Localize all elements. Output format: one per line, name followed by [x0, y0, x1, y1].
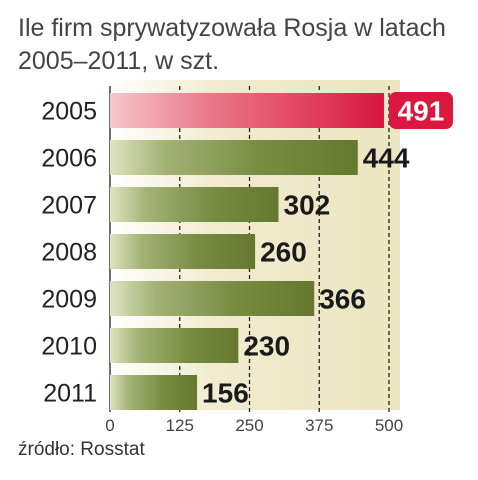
- bar-2011: [110, 375, 198, 410]
- bar-2008: [110, 234, 256, 269]
- value-label-2009: 366: [319, 284, 366, 315]
- bar-2006: [110, 140, 358, 175]
- category-label-2005: 2005: [41, 98, 97, 126]
- category-label-2010: 2010: [41, 333, 97, 361]
- value-label-2010: 230: [243, 331, 290, 362]
- value-label-2007: 302: [284, 190, 331, 221]
- category-label-2006: 2006: [41, 145, 97, 173]
- highlight-label-background: [388, 92, 453, 129]
- x-axis-ticks: 0 125 250 375 500: [105, 416, 403, 435]
- category-label-2009: 2009: [41, 286, 97, 314]
- chart-title: Ile firm sprywatyzowała Rosja w latach 2…: [18, 12, 468, 78]
- bar-2005: [110, 93, 384, 128]
- value-label-2005: 491: [398, 96, 445, 127]
- bar-2010: [110, 328, 239, 363]
- x-tick-label: 125: [166, 416, 194, 435]
- bars: [110, 93, 384, 410]
- value-label-2011: 156: [202, 378, 249, 409]
- value-labels: 491 444 302 260 366 230 156: [202, 92, 453, 409]
- chart-title-line1: Ile firm sprywatyzowała Rosja w latach: [18, 14, 446, 42]
- source-note: źródło: Rosstat: [18, 439, 145, 460]
- category-label-2011: 2011: [43, 380, 97, 408]
- x-tick-label: 250: [235, 416, 263, 435]
- value-label-2006: 444: [363, 143, 410, 174]
- category-labels: 2005 2006 2007 2008 2009 2010 2011: [41, 98, 97, 408]
- chart-title-line2: 2005–2011, w szt.: [18, 47, 220, 75]
- value-label-2008: 260: [260, 237, 307, 268]
- bar-2007: [110, 187, 279, 222]
- category-label-2008: 2008: [41, 239, 97, 267]
- category-label-2007: 2007: [41, 192, 97, 220]
- x-tick-label: 375: [305, 416, 333, 435]
- bar-2009: [110, 281, 315, 316]
- x-tick-label: 0: [105, 416, 114, 435]
- x-tick-label: 500: [375, 416, 403, 435]
